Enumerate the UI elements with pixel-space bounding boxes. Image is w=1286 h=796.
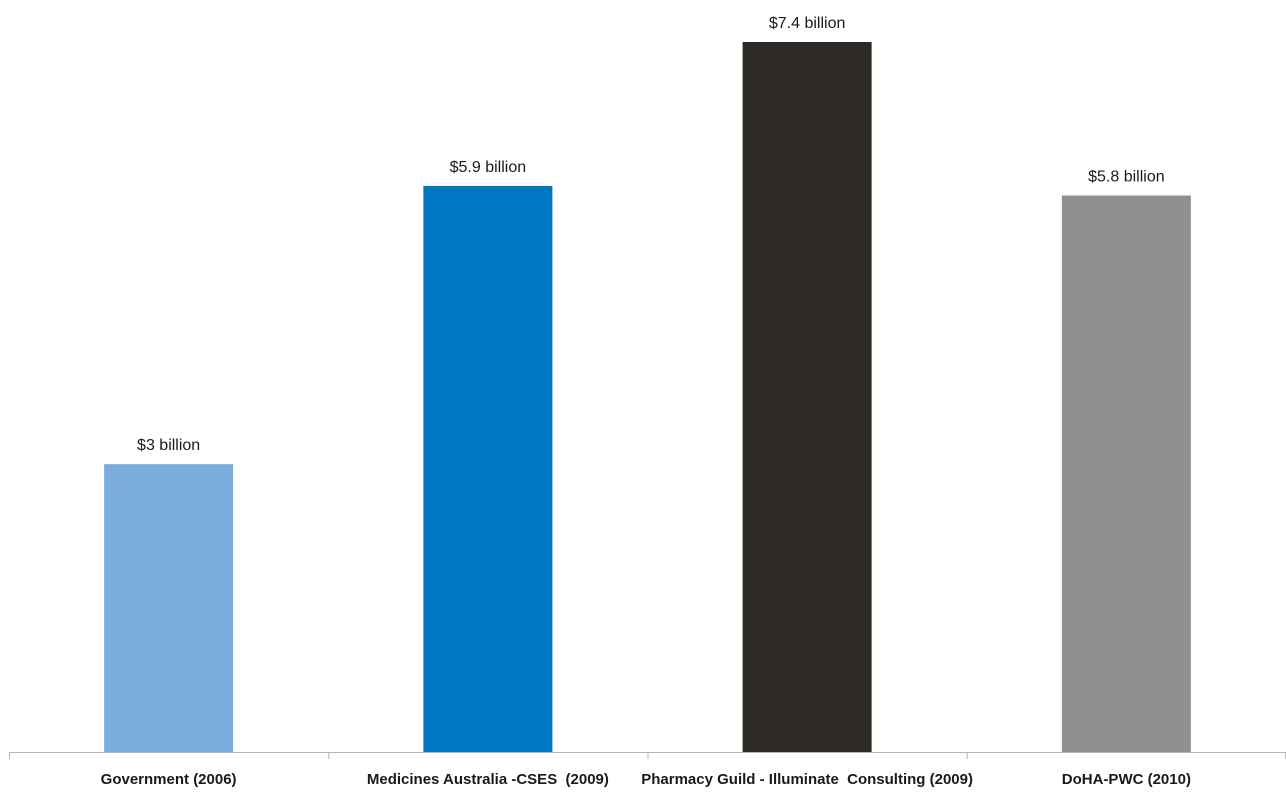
data-label: $5.8 billion xyxy=(1088,169,1165,186)
bar xyxy=(1061,195,1191,752)
x-axis xyxy=(9,752,1286,759)
data-label: $5.9 billion xyxy=(450,159,527,176)
category-labels-layer: Government (2006) Medicines Australia -CS… xyxy=(101,771,1191,788)
bars-layer xyxy=(104,42,1191,752)
data-label: $3 billion xyxy=(137,437,200,454)
bar xyxy=(423,185,553,752)
category-label: Medicines Australia -CSES (2009) xyxy=(367,771,609,788)
bar xyxy=(742,42,872,752)
data-label: $7.4 billion xyxy=(769,15,846,32)
category-label: DoHA-PWC (2010) xyxy=(1062,771,1191,788)
category-label: Government (2006) xyxy=(101,771,237,788)
data-labels-layer: $3 billion $5.9 billion $7.4 billion $5.8 b… xyxy=(137,15,1165,454)
bar xyxy=(104,464,234,752)
category-label: Pharmacy Guild - Illuminate Consulting (… xyxy=(641,771,973,788)
